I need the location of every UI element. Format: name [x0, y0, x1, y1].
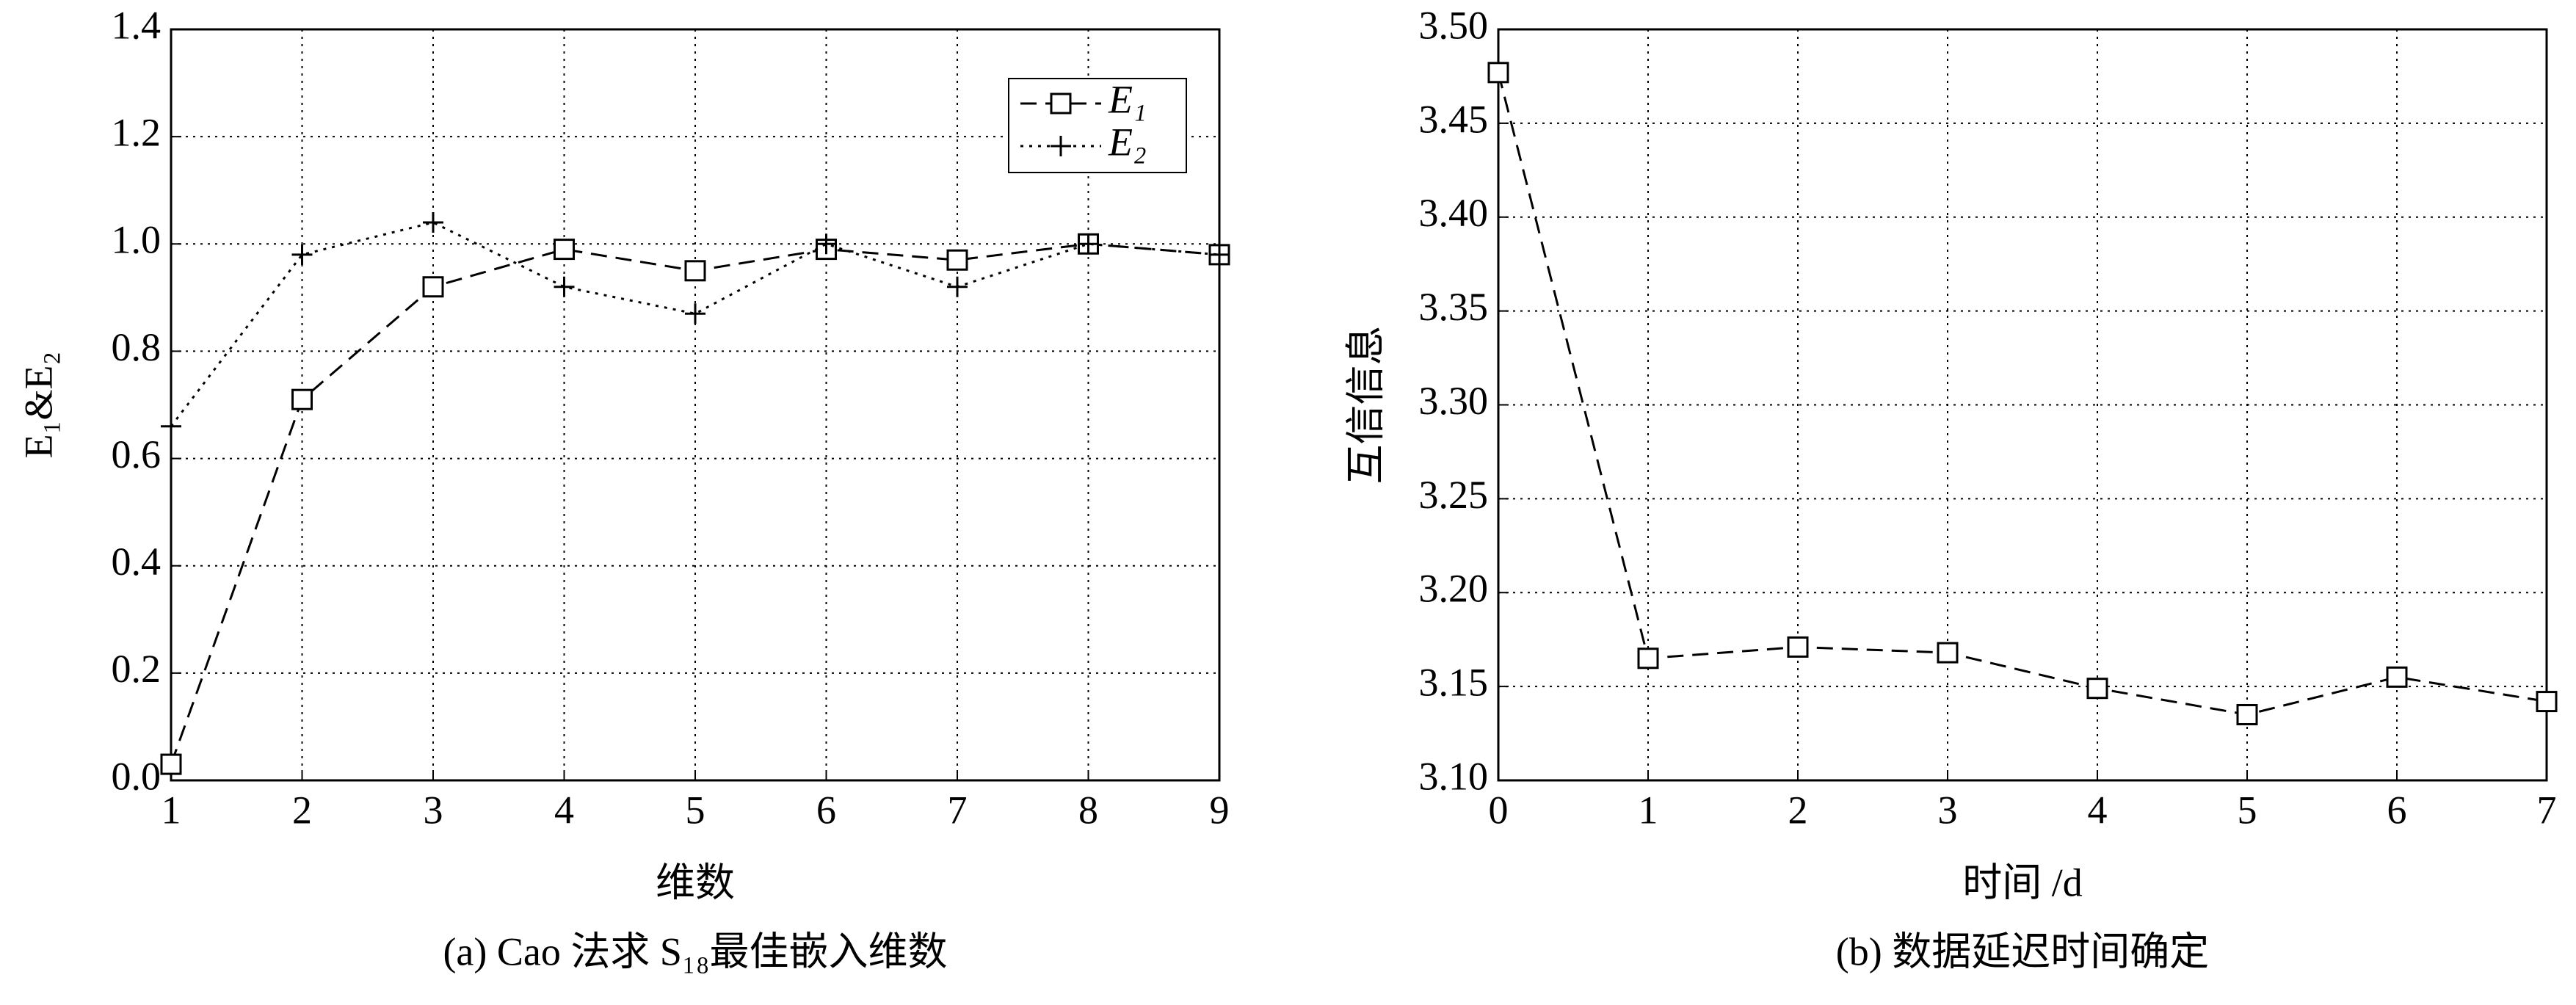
marker	[423, 212, 443, 233]
x-axis-label: 时间 /d	[1962, 860, 2083, 904]
y-tick-label: 1.0	[112, 218, 162, 262]
marker	[947, 276, 968, 297]
y-tick-label: 3.50	[1419, 3, 1489, 47]
y-tick-label: 3.45	[1419, 97, 1489, 141]
marker	[1078, 233, 1099, 255]
marker	[422, 276, 444, 298]
y-tick-label: 1.4	[112, 3, 162, 47]
marker	[816, 233, 837, 255]
x-tick-label: 5	[2238, 788, 2257, 832]
y-tick-label: 3.20	[1419, 567, 1489, 611]
legend-label: E₁	[1108, 77, 1147, 121]
x-tick-label: 8	[1078, 788, 1098, 832]
y-tick-label: 0.4	[112, 540, 162, 584]
marker	[946, 249, 968, 271]
marker	[1487, 62, 1509, 84]
x-tick-label: 0	[1489, 788, 1509, 832]
marker	[554, 276, 575, 297]
x-tick-label: 6	[2387, 788, 2407, 832]
marker	[2536, 691, 2558, 713]
x-tick-label: 1	[1639, 788, 1658, 832]
y-tick-label: 0.2	[112, 647, 162, 691]
plot-frame	[170, 28, 1221, 782]
y-tick-label: 1.2	[112, 111, 162, 155]
x-tick-label: 6	[816, 788, 836, 832]
marker	[1787, 636, 1809, 658]
x-tick-label: 3	[1938, 788, 1958, 832]
marker	[1937, 642, 1959, 664]
y-tick-label: 0.0	[112, 754, 162, 798]
x-tick-label: 1	[162, 788, 181, 832]
legend-label: E₂	[1108, 120, 1147, 164]
marker	[684, 260, 706, 282]
y-axis-label: E₁&E₂	[16, 352, 60, 459]
marker	[2086, 678, 2108, 700]
y-tick-label: 3.30	[1419, 379, 1489, 423]
y-tick-label: 3.40	[1419, 191, 1489, 235]
legend-marker	[1050, 92, 1072, 115]
y-tick-label: 0.6	[112, 432, 162, 476]
y-tick-label: 3.15	[1419, 661, 1489, 705]
marker	[554, 239, 575, 261]
marker	[685, 303, 705, 324]
marker	[2236, 703, 2258, 725]
chart: 3.10 3.15 3.20 3.25 3.30 3.35 3.40 3.45 3.50 0 1 2 3…	[1343, 3, 2558, 973]
series-line	[1497, 72, 2547, 716]
x-tick-label: 4	[554, 788, 574, 832]
y-tick-label: 0.8	[112, 325, 162, 369]
x-tick-label: 2	[1788, 788, 1808, 832]
y-tick-label: 3.25	[1419, 473, 1489, 517]
marker	[160, 753, 182, 775]
marker	[291, 244, 313, 265]
marker	[2386, 666, 2408, 688]
x-tick-label: 4	[2088, 788, 2108, 832]
y-tick-label: 3.10	[1419, 754, 1489, 798]
caption: (a) Cao 法求 S₁₈最佳嵌入维数	[443, 929, 947, 973]
y-axis-label: 互信信息	[1343, 326, 1387, 485]
plot-frame	[1497, 28, 2548, 782]
marker	[291, 388, 313, 410]
legend-box	[1008, 78, 1187, 173]
marker	[161, 416, 181, 437]
x-tick-label: 7	[948, 788, 968, 832]
chart: 0.0 0.2 0.4 0.6 0.8 1.0 1.2 1.4 1 2 3 4 5 6 7 8 9 维数 E₁&E₂…	[16, 3, 1230, 973]
x-tick-label: 2	[292, 788, 312, 832]
marker	[1209, 244, 1230, 265]
caption: (b) 数据延迟时间确定	[1836, 929, 2209, 973]
x-axis-label: 维数	[656, 860, 735, 904]
y-tick-label: 3.35	[1419, 285, 1489, 329]
x-tick-label: 9	[1210, 788, 1230, 832]
x-tick-label: 7	[2537, 788, 2557, 832]
x-tick-label: 5	[686, 788, 705, 832]
legend-marker	[1051, 136, 1071, 156]
marker	[1637, 647, 1659, 670]
x-tick-label: 3	[424, 788, 443, 832]
